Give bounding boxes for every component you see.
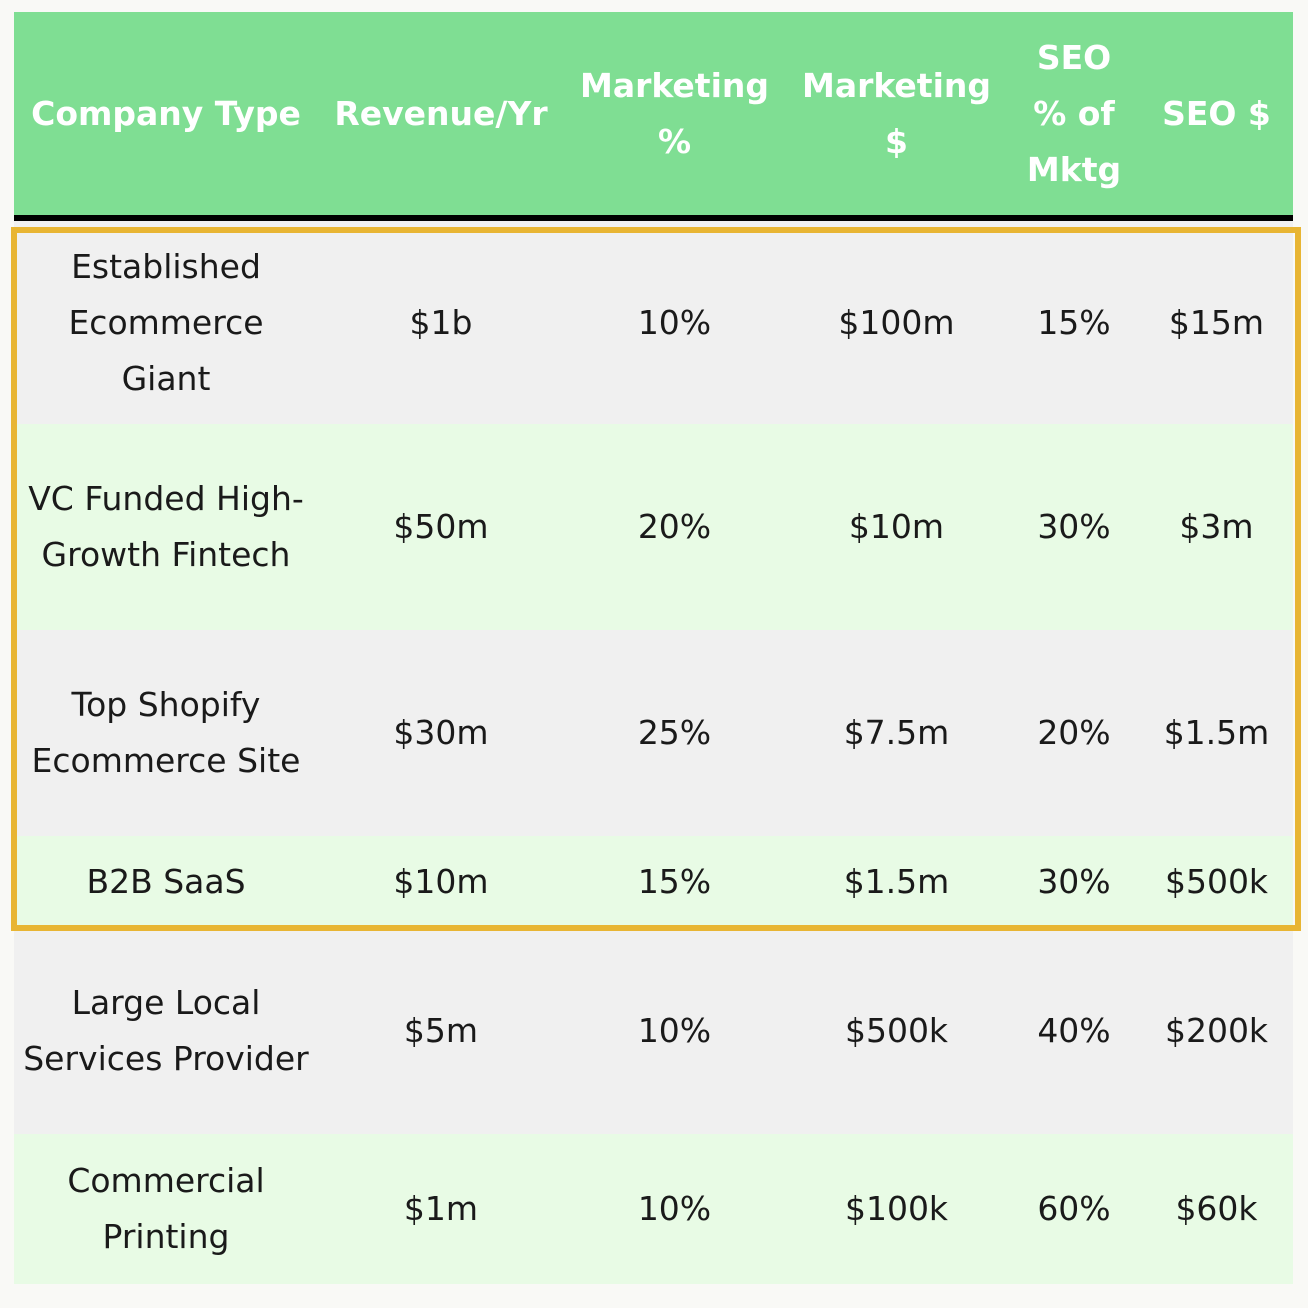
- cell-marketing-dollars: $100m: [838, 302, 955, 342]
- cell-seo-dollars: $60k: [1175, 1189, 1258, 1228]
- cell-seo-dollars: $15m: [1168, 302, 1265, 342]
- table-row: VC Funded High-Growth Fintech $50m 20% $…: [14, 424, 1293, 630]
- cell-seo-percent: 20%: [1037, 713, 1111, 752]
- header-revenue: Revenue/Yr: [318, 12, 564, 221]
- header-marketing-dollars: Marketing $: [785, 12, 1008, 221]
- cell-company-type: Commercial Printing: [67, 1161, 265, 1256]
- cell-seo-dollars: $500k: [1164, 862, 1269, 901]
- cell-marketing-dollars: $7.5m: [843, 713, 950, 752]
- cell-revenue: $10m: [393, 862, 489, 901]
- cell-seo-percent: 30%: [1037, 862, 1111, 901]
- cell-marketing-dollars: $100k: [844, 1189, 949, 1228]
- table-row: Established Ecommerce Giant $1b 10% $100…: [14, 218, 1293, 424]
- cell-marketing-percent: 10%: [637, 1189, 712, 1228]
- cell-company-type: B2B SaaS: [86, 862, 246, 901]
- cell-seo-percent: 15%: [1037, 302, 1111, 342]
- cell-marketing-percent: 10%: [637, 302, 712, 342]
- header-row: Company Type Revenue/Yr Marketing % Mark…: [14, 12, 1293, 221]
- cell-marketing-dollars: $500k: [844, 1011, 949, 1050]
- cell-marketing-percent: 20%: [637, 507, 712, 546]
- header-marketing-percent: Marketing %: [564, 12, 785, 221]
- cell-revenue: $1m: [403, 1189, 479, 1228]
- cell-revenue: $30m: [393, 713, 489, 752]
- cell-seo-percent: 30%: [1037, 507, 1111, 546]
- header-company-type: Company Type: [14, 12, 318, 221]
- cell-marketing-percent: 10%: [637, 1011, 712, 1050]
- cell-company-type: Large Local Services Provider: [23, 983, 309, 1078]
- cell-seo-dollars: $200k: [1164, 1011, 1269, 1050]
- table-row: Top Shopify Ecommerce Site $30m 25% $7.5…: [14, 630, 1293, 836]
- cell-marketing-percent: 25%: [637, 713, 712, 752]
- cell-marketing-dollars: $1.5m: [843, 862, 950, 901]
- cell-revenue: $5m: [403, 1011, 479, 1050]
- header-seo-dollars: SEO $: [1140, 12, 1293, 221]
- table-row: Large Local Services Provider $5m 10% $5…: [14, 928, 1293, 1134]
- cell-company-type: Established Ecommerce Giant: [68, 246, 264, 398]
- table-row: Commercial Printing $1m 10% $100k 60% $6…: [14, 1134, 1293, 1284]
- cell-company-type: Top Shopify Ecommerce Site: [31, 685, 301, 780]
- cell-revenue: $50m: [393, 507, 489, 546]
- cell-revenue: $1b: [409, 302, 473, 342]
- cell-seo-dollars: $3m: [1179, 507, 1254, 546]
- seo-budget-table: Company Type Revenue/Yr Marketing % Mark…: [14, 12, 1293, 1284]
- table-header: Company Type Revenue/Yr Marketing % Mark…: [14, 12, 1293, 221]
- cell-company-type: VC Funded High-Growth Fintech: [28, 479, 304, 574]
- table-body: Established Ecommerce Giant $1b 10% $100…: [14, 218, 1293, 1284]
- cell-seo-percent: 60%: [1037, 1189, 1111, 1228]
- cell-marketing-dollars: $10m: [848, 507, 945, 546]
- cell-seo-dollars: $1.5m: [1163, 713, 1270, 752]
- cell-marketing-percent: 15%: [637, 862, 712, 901]
- table-row: B2B SaaS $10m 15% $1.5m 30% $500k: [14, 836, 1293, 928]
- header-seo-percent: SEO % of Mktg: [1008, 12, 1140, 221]
- cell-seo-percent: 40%: [1037, 1011, 1111, 1050]
